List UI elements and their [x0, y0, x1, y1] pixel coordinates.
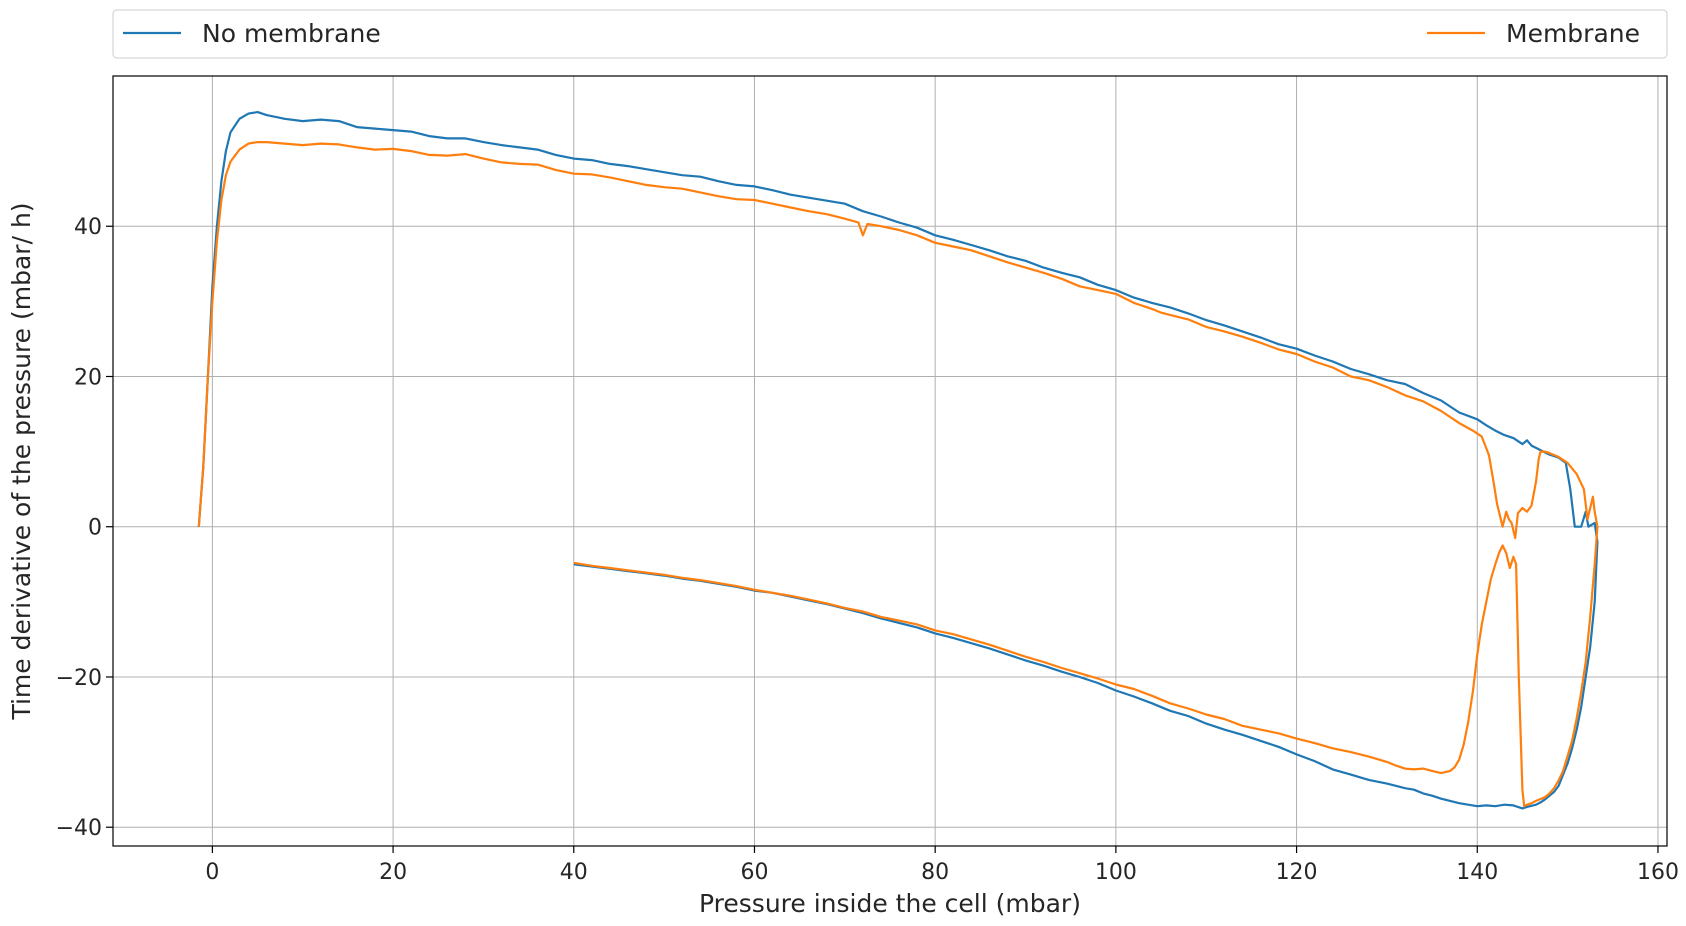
x-tick-label: 20: [379, 860, 407, 885]
x-tick-label: 80: [921, 860, 949, 885]
y-tick-label: −40: [56, 816, 102, 841]
series-line-no-membrane: [197, 111, 1599, 810]
x-tick-label: 160: [1637, 860, 1679, 885]
y-tick-label: 40: [74, 215, 102, 240]
x-tick-label: 120: [1276, 860, 1318, 885]
x-tick-label: 100: [1095, 860, 1137, 885]
y-axis-title: Time derivative of the pressure (mbar/ h…: [7, 202, 36, 720]
legend-label-no-membrane: No membrane: [202, 19, 381, 48]
grid: [113, 76, 1667, 846]
y-tick-label: −20: [56, 666, 102, 691]
x-tick-label: 0: [205, 860, 219, 885]
y-tick-label: 20: [74, 365, 102, 390]
series-line-membrane: [197, 141, 1599, 808]
legend-box: [112, 9, 1668, 59]
y-tick-label: 0: [88, 516, 102, 541]
x-tick-label: 140: [1456, 860, 1498, 885]
x-tick-label: 60: [740, 860, 768, 885]
plot-lines: [197, 111, 1599, 810]
x-axis-ticks: 0 20 40 60 80 100 120 140 160: [205, 846, 1679, 885]
x-axis-title: Pressure inside the cell (mbar): [699, 889, 1081, 918]
legend: No membrane Membrane: [112, 9, 1668, 59]
plot-frame: [112, 75, 1668, 847]
y-axis-ticks: −40 −20 0 20 40: [56, 215, 113, 841]
legend-label-membrane: Membrane: [1506, 19, 1640, 48]
x-tick-label: 40: [560, 860, 588, 885]
